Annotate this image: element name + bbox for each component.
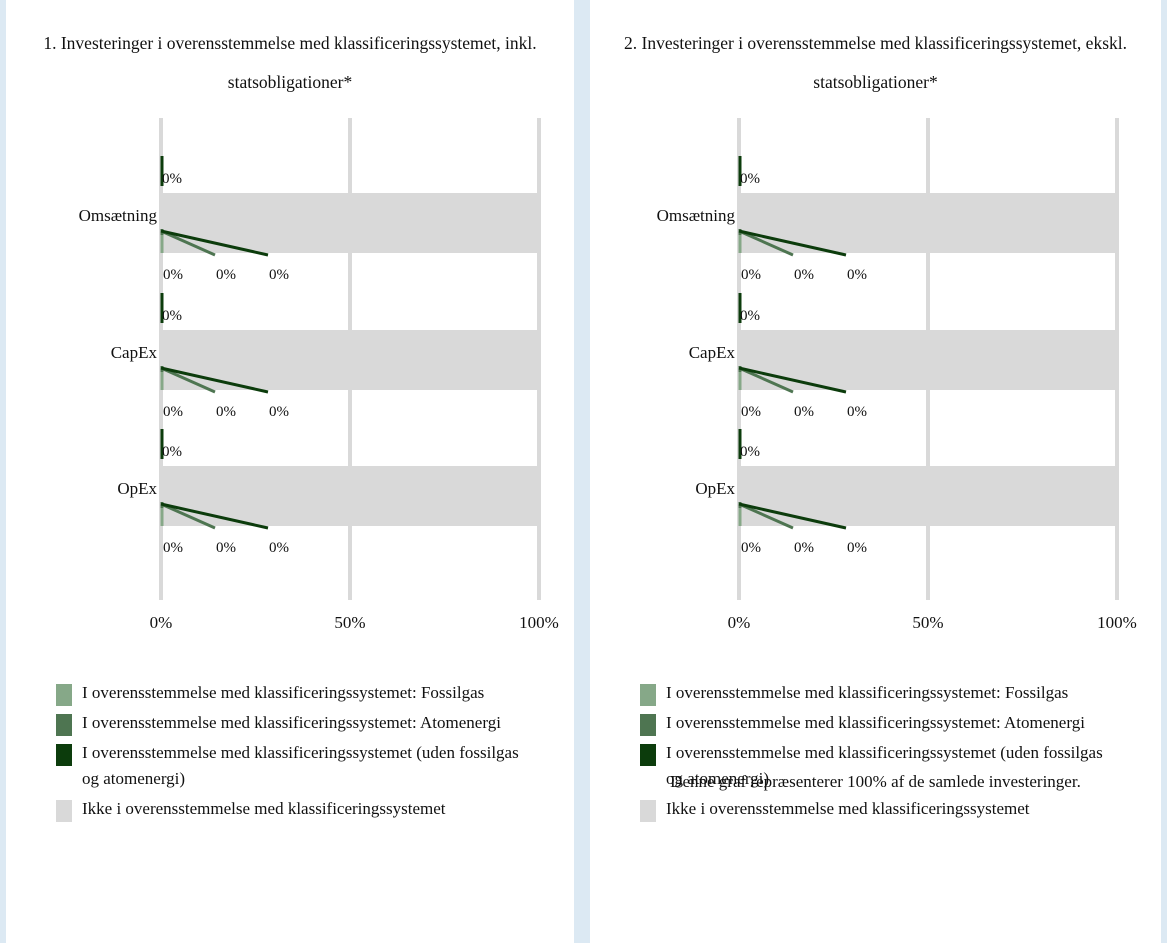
legend-label: I overensstemmelse med klassificeringssy…: [666, 713, 1085, 732]
legend-item: I overensstemmelse med klassificeringssy…: [640, 710, 1110, 736]
x-tick-label: 50%: [334, 613, 365, 632]
bar-not: [739, 330, 1117, 390]
data-label: 0%: [847, 267, 867, 283]
chart-footnote: Denne graf repræsenterer 100% af de saml…: [670, 772, 1081, 791]
x-tick-label: 100%: [519, 613, 559, 632]
data-label: 0%: [162, 444, 182, 460]
legend-swatch: [56, 684, 72, 706]
category-label: CapEx: [111, 343, 158, 362]
legend-swatch: [56, 800, 72, 822]
legend-label: I overensstemmelse med klassificeringssy…: [82, 743, 519, 788]
legend-swatch: [640, 714, 656, 736]
bar-not: [739, 193, 1117, 253]
bar-stub-other: [738, 293, 742, 323]
chart-legend: I overensstemmelse med klassificeringssy…: [640, 680, 1110, 826]
legend-swatch: [640, 800, 656, 822]
bar-chart: 0% 50% 100% Omsætning 0% 0% 0% 0% CapEx 0% 0% 0% 0% O…: [79, 118, 559, 632]
legend-swatch: [56, 744, 72, 766]
x-tick-label: 50%: [912, 613, 943, 632]
bar-stub-other: [160, 293, 164, 323]
chart-title: 1. Investeringer i overensstemmelse med …: [43, 33, 537, 92]
legend-item: I overensstemmelse med klassificeringssy…: [640, 680, 1110, 706]
legend-label: I overensstemmelse med klassificeringssy…: [82, 683, 485, 702]
legend-label: I overensstemmelse med klassificeringssy…: [666, 743, 1103, 788]
bar-not: [739, 466, 1117, 526]
data-label: 0%: [741, 267, 761, 283]
data-label: 0%: [162, 308, 182, 324]
legend-swatch: [640, 744, 656, 766]
data-label: 0%: [269, 404, 289, 420]
legend-item: Ikke i overensstemmelse med klassificeri…: [640, 796, 1110, 822]
x-tick-label: 0%: [728, 613, 751, 632]
data-label: 0%: [269, 540, 289, 556]
data-label: 0%: [741, 404, 761, 420]
category-label: OpEx: [117, 479, 157, 498]
bar-stub-other: [160, 156, 164, 186]
data-label: 0%: [794, 540, 814, 556]
data-label: 0%: [794, 404, 814, 420]
data-label: 0%: [269, 267, 289, 283]
legend-item: I overensstemmelse med klassificeringssy…: [56, 740, 526, 792]
bar-not: [161, 330, 539, 390]
data-label: 0%: [162, 171, 182, 187]
label-leader-line: [160, 366, 216, 394]
data-label: 0%: [163, 404, 183, 420]
chart-panel-1: 1. Investeringer i overensstemmelse med …: [6, 0, 574, 943]
legend-item: I overensstemmelse med klassificeringssy…: [56, 710, 526, 736]
label-leader-line: [160, 229, 269, 257]
data-label: 0%: [163, 267, 183, 283]
bar-chart: 0% 50% 100% Omsætning 0% 0% 0% 0% CapEx 0% 0% 0% 0% O…: [657, 118, 1137, 632]
bar-stub-fossil: [738, 508, 742, 526]
bar-stub-fossil: [160, 235, 164, 253]
bar-not: [161, 193, 539, 253]
bar-stub-fossil: [160, 372, 164, 390]
bar-stub-fossil: [160, 508, 164, 526]
label-leader-line: [738, 502, 794, 530]
x-tick-label: 100%: [1097, 613, 1137, 632]
label-leader-line: [738, 229, 794, 257]
legend-swatch: [56, 714, 72, 736]
legend-label: Ikke i overensstemmelse med klassificeri…: [82, 799, 446, 818]
legend-label: Ikke i overensstemmelse med klassificeri…: [666, 799, 1030, 818]
data-label: 0%: [741, 540, 761, 556]
data-label: 0%: [847, 540, 867, 556]
chart-legend: I overensstemmelse med klassificeringssy…: [56, 680, 526, 826]
bar-stub-fossil: [738, 235, 742, 253]
data-label: 0%: [216, 540, 236, 556]
data-label: 0%: [740, 171, 760, 187]
x-tick-label: 0%: [150, 613, 173, 632]
label-leader-line: [160, 229, 216, 257]
data-label: 0%: [216, 404, 236, 420]
bar-stub-fossil: [738, 372, 742, 390]
category-label: CapEx: [689, 343, 736, 362]
bar-stub-other: [738, 429, 742, 459]
chart-panel-2: 2. Investeringer i overensstemmelse med …: [590, 0, 1161, 943]
label-leader-line: [738, 366, 794, 394]
data-label: 0%: [794, 267, 814, 283]
label-leader-line: [738, 229, 847, 257]
bar-stub-other: [160, 429, 164, 459]
data-label: 0%: [216, 267, 236, 283]
legend-item: I overensstemmelse med klassificeringssy…: [56, 680, 526, 706]
category-label: Omsætning: [79, 206, 158, 225]
bar-not: [161, 466, 539, 526]
label-leader-line: [738, 366, 847, 394]
bar-stub-other: [738, 156, 742, 186]
label-leader-line: [160, 502, 269, 530]
data-label: 0%: [847, 404, 867, 420]
data-label: 0%: [740, 308, 760, 324]
data-label: 0%: [163, 540, 183, 556]
data-label: 0%: [740, 444, 760, 460]
chart-title: 2. Investeringer i overensstemmelse med …: [624, 33, 1127, 92]
legend-label: I overensstemmelse med klassificeringssy…: [666, 683, 1069, 702]
legend-swatch: [640, 684, 656, 706]
legend-item: Ikke i overensstemmelse med klassificeri…: [56, 796, 526, 822]
legend-label: I overensstemmelse med klassificeringssy…: [82, 713, 501, 732]
legend-item: I overensstemmelse med klassificeringssy…: [640, 740, 1110, 792]
label-leader-line: [160, 366, 269, 394]
category-label: OpEx: [695, 479, 735, 498]
label-leader-line: [160, 502, 216, 530]
label-leader-line: [738, 502, 847, 530]
category-label: Omsætning: [657, 206, 736, 225]
